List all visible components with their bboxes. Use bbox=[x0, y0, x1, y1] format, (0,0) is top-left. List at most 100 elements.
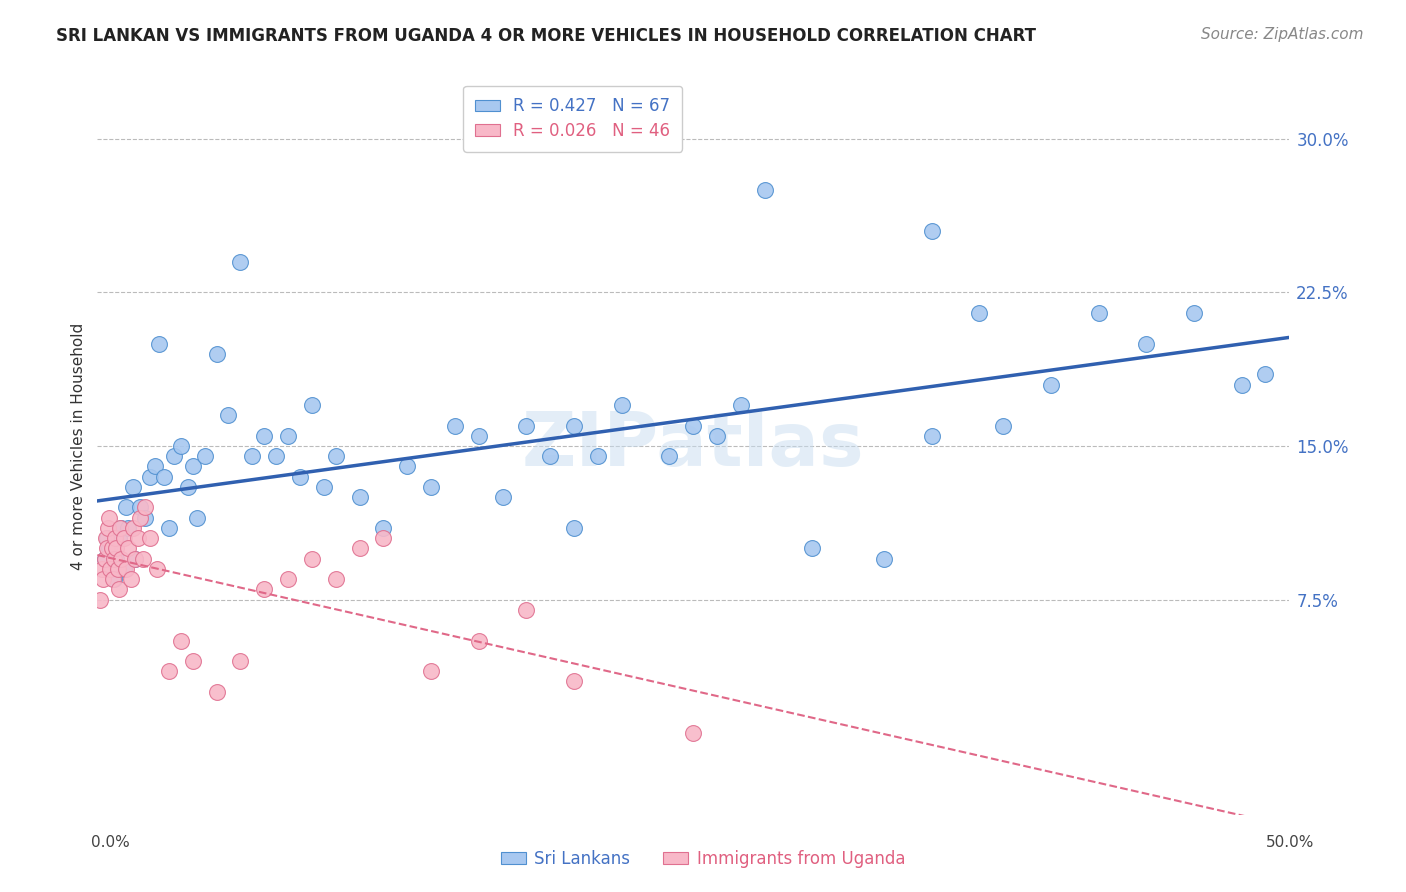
Point bbox=[921, 429, 943, 443]
Point bbox=[373, 531, 395, 545]
Point bbox=[129, 500, 152, 515]
Point bbox=[801, 541, 824, 556]
Point bbox=[562, 418, 585, 433]
Point bbox=[754, 183, 776, 197]
Point bbox=[491, 490, 513, 504]
Point bbox=[110, 551, 132, 566]
Point bbox=[325, 572, 347, 586]
Point bbox=[108, 521, 131, 535]
Point bbox=[120, 572, 142, 586]
Point bbox=[139, 469, 162, 483]
Point bbox=[97, 521, 120, 535]
Point bbox=[143, 459, 166, 474]
Point bbox=[162, 449, 184, 463]
Point bbox=[706, 429, 728, 443]
Point bbox=[181, 459, 204, 474]
Point bbox=[1230, 377, 1253, 392]
Point bbox=[107, 582, 129, 597]
Point bbox=[312, 480, 335, 494]
Point bbox=[93, 551, 115, 566]
Point bbox=[349, 541, 371, 556]
Point bbox=[921, 224, 943, 238]
Text: Source: ZipAtlas.com: Source: ZipAtlas.com bbox=[1201, 27, 1364, 42]
Point bbox=[264, 449, 287, 463]
Point bbox=[134, 510, 156, 524]
Point bbox=[253, 429, 276, 443]
Point bbox=[93, 551, 115, 566]
Point bbox=[217, 409, 239, 423]
Point bbox=[730, 398, 752, 412]
Point bbox=[170, 439, 193, 453]
Point bbox=[349, 490, 371, 504]
Text: 0.0%: 0.0% bbox=[91, 836, 131, 850]
Point bbox=[103, 572, 125, 586]
Point bbox=[139, 531, 162, 545]
Legend: Sri Lankans, Immigrants from Uganda: Sri Lankans, Immigrants from Uganda bbox=[494, 844, 912, 875]
Point bbox=[134, 500, 156, 515]
Point bbox=[96, 531, 118, 545]
Point bbox=[194, 449, 217, 463]
Point bbox=[115, 500, 138, 515]
Point bbox=[682, 725, 704, 739]
Point bbox=[107, 562, 129, 576]
Point bbox=[124, 551, 146, 566]
Point bbox=[98, 541, 121, 556]
Point bbox=[117, 541, 139, 556]
Point bbox=[89, 592, 111, 607]
Point bbox=[373, 521, 395, 535]
Point bbox=[682, 418, 704, 433]
Point bbox=[153, 469, 176, 483]
Point bbox=[468, 429, 491, 443]
Point bbox=[1182, 306, 1205, 320]
Point bbox=[100, 562, 122, 576]
Point bbox=[253, 582, 276, 597]
Point bbox=[205, 684, 228, 698]
Point bbox=[170, 633, 193, 648]
Point bbox=[127, 531, 149, 545]
Point bbox=[1087, 306, 1109, 320]
Point bbox=[100, 562, 122, 576]
Text: SRI LANKAN VS IMMIGRANTS FROM UGANDA 4 OR MORE VEHICLES IN HOUSEHOLD CORRELATION: SRI LANKAN VS IMMIGRANTS FROM UGANDA 4 O… bbox=[56, 27, 1036, 45]
Point bbox=[515, 418, 537, 433]
Point bbox=[100, 541, 122, 556]
Text: 50.0%: 50.0% bbox=[1267, 836, 1315, 850]
Point bbox=[117, 521, 139, 535]
Point bbox=[112, 531, 135, 545]
Point bbox=[98, 510, 121, 524]
Point bbox=[562, 674, 585, 689]
Point bbox=[658, 449, 681, 463]
Point bbox=[420, 480, 443, 494]
Point bbox=[103, 551, 125, 566]
Point bbox=[181, 654, 204, 668]
Point bbox=[124, 551, 146, 566]
Point bbox=[205, 347, 228, 361]
Point bbox=[993, 418, 1015, 433]
Point bbox=[229, 654, 252, 668]
Point bbox=[969, 306, 991, 320]
Point bbox=[122, 521, 145, 535]
Point bbox=[325, 449, 347, 463]
Legend: R = 0.427   N = 67, R = 0.026   N = 46: R = 0.427 N = 67, R = 0.026 N = 46 bbox=[463, 86, 682, 152]
Point bbox=[240, 449, 263, 463]
Point bbox=[131, 551, 153, 566]
Point bbox=[873, 551, 896, 566]
Point bbox=[1254, 368, 1277, 382]
Point bbox=[177, 480, 200, 494]
Point bbox=[148, 336, 170, 351]
Point bbox=[538, 449, 561, 463]
Point bbox=[110, 521, 132, 535]
Point bbox=[157, 665, 180, 679]
Point bbox=[1135, 336, 1157, 351]
Point bbox=[186, 510, 208, 524]
Point bbox=[562, 521, 585, 535]
Point bbox=[301, 551, 323, 566]
Point bbox=[105, 551, 128, 566]
Point bbox=[586, 449, 609, 463]
Point bbox=[301, 398, 323, 412]
Point bbox=[112, 562, 135, 576]
Point bbox=[105, 541, 128, 556]
Point bbox=[94, 531, 117, 545]
Point bbox=[277, 572, 299, 586]
Point bbox=[610, 398, 633, 412]
Point bbox=[104, 531, 127, 545]
